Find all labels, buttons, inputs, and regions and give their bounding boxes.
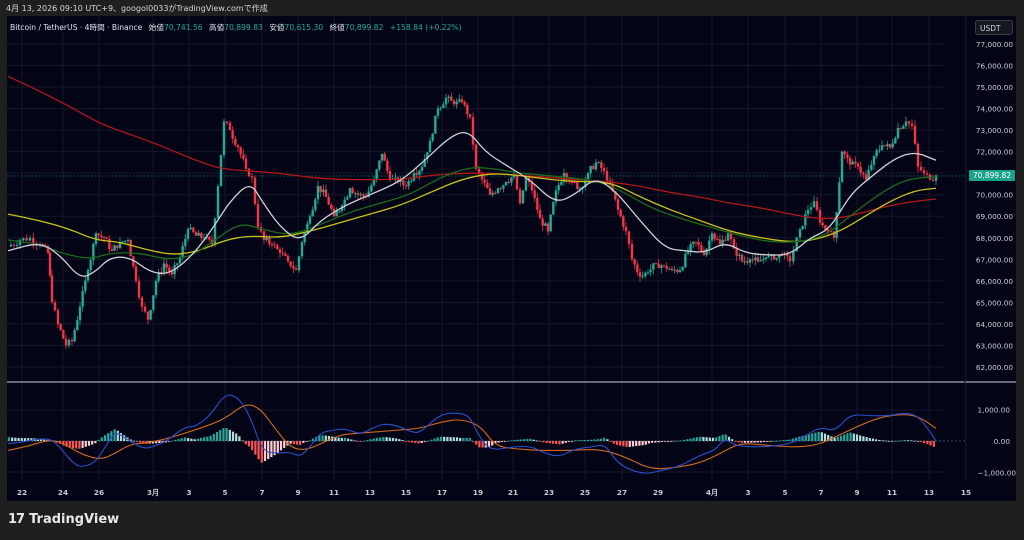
svg-text:5: 5	[222, 488, 227, 497]
open-value: 70,741.56	[163, 23, 203, 32]
svg-text:9: 9	[854, 488, 859, 497]
ma-line	[7, 131, 937, 277]
candles	[9, 92, 938, 350]
svg-text:75,000.00: 75,000.00	[976, 83, 1013, 92]
ma-line	[7, 75, 937, 220]
tradingview-brand: 17 TradingView	[8, 512, 119, 527]
currency-button[interactable]: USDT	[975, 20, 1013, 35]
svg-text:−1,000.00: −1,000.00	[977, 469, 1016, 478]
svg-text:74,000.00: 74,000.00	[976, 105, 1013, 114]
brand-name: TradingView	[29, 512, 120, 527]
svg-text:4月: 4月	[706, 488, 718, 497]
macd-lines	[7, 394, 937, 474]
open-label: 始値	[148, 23, 164, 32]
svg-text:26: 26	[94, 488, 104, 497]
low-value: 70,615.30	[284, 23, 324, 32]
svg-text:62,000.00: 62,000.00	[976, 363, 1013, 372]
svg-text:3月: 3月	[147, 488, 159, 497]
svg-text:65,000.00: 65,000.00	[976, 298, 1013, 307]
svg-text:63,000.00: 63,000.00	[976, 341, 1013, 350]
svg-text:23: 23	[544, 488, 554, 497]
close-label: 終値	[329, 23, 345, 32]
svg-text:29: 29	[653, 488, 663, 497]
chart-caption: 4月 13, 2026 09:10 UTC+9、googol0033がTradi…	[6, 4, 268, 13]
svg-text:5: 5	[782, 488, 787, 497]
macd-axis[interactable]: 1,000.00 0.00 −1,000.00	[977, 406, 1016, 478]
svg-text:72,000.00: 72,000.00	[976, 148, 1013, 157]
grid-lines	[7, 16, 967, 480]
signal-line	[7, 404, 937, 470]
svg-text:22: 22	[17, 488, 27, 497]
svg-text:70,000.00: 70,000.00	[976, 191, 1013, 200]
svg-text:11: 11	[329, 488, 339, 497]
price-axis[interactable]: 77,000.00 76,000.00 75,000.00 74,000.00 73,0…	[976, 40, 1013, 372]
svg-text:3: 3	[186, 488, 191, 497]
svg-text:13: 13	[365, 488, 375, 497]
svg-text:7: 7	[818, 488, 823, 497]
svg-text:0.00: 0.00	[994, 437, 1011, 446]
svg-text:77,000.00: 77,000.00	[976, 40, 1013, 49]
symbol-title[interactable]: Bitcoin / TetherUS · 4時間 · Binance	[10, 23, 143, 32]
high-value: 70,899.83	[224, 23, 263, 32]
tradingview-logo-icon: 17	[8, 512, 25, 527]
svg-text:25: 25	[580, 488, 590, 497]
change-value: +158.84 (+0.22%)	[389, 23, 462, 32]
svg-text:15: 15	[961, 488, 971, 497]
last-price-label: 70,899.82	[969, 170, 1015, 181]
moving-averages	[7, 75, 937, 277]
svg-text:3: 3	[745, 488, 750, 497]
macd-line	[7, 394, 937, 474]
svg-text:13: 13	[924, 488, 934, 497]
svg-text:7: 7	[259, 488, 264, 497]
svg-text:27: 27	[617, 488, 627, 497]
macd-histogram	[7, 428, 965, 463]
svg-text:67,000.00: 67,000.00	[976, 255, 1013, 264]
svg-text:1,000.00: 1,000.00	[978, 406, 1011, 415]
svg-text:68,000.00: 68,000.00	[976, 234, 1013, 243]
low-label: 安値	[269, 23, 285, 32]
svg-text:24: 24	[58, 488, 68, 497]
svg-text:9: 9	[295, 488, 300, 497]
close-value: 70,899.82	[344, 23, 384, 32]
svg-text:66,000.00: 66,000.00	[976, 277, 1013, 286]
time-axis[interactable]: 22 24 26 3月 3 5 7 9 11 13 15 17 19 21 23 25 27 29 4月 3 5 7 9 11…	[17, 488, 971, 497]
svg-text:19: 19	[473, 488, 483, 497]
svg-text:21: 21	[508, 488, 518, 497]
ma-line	[7, 166, 936, 260]
svg-text:15: 15	[401, 488, 411, 497]
svg-text:73,000.00: 73,000.00	[976, 126, 1013, 135]
svg-text:64,000.00: 64,000.00	[976, 320, 1013, 329]
svg-text:17: 17	[437, 488, 447, 497]
symbol-legend: Bitcoin / TetherUS · 4時間 · Binance 始値70,…	[10, 22, 462, 33]
svg-text:76,000.00: 76,000.00	[976, 62, 1013, 71]
svg-text:11: 11	[887, 488, 897, 497]
svg-text:69,000.00: 69,000.00	[976, 212, 1013, 221]
high-label: 高値	[209, 23, 225, 32]
